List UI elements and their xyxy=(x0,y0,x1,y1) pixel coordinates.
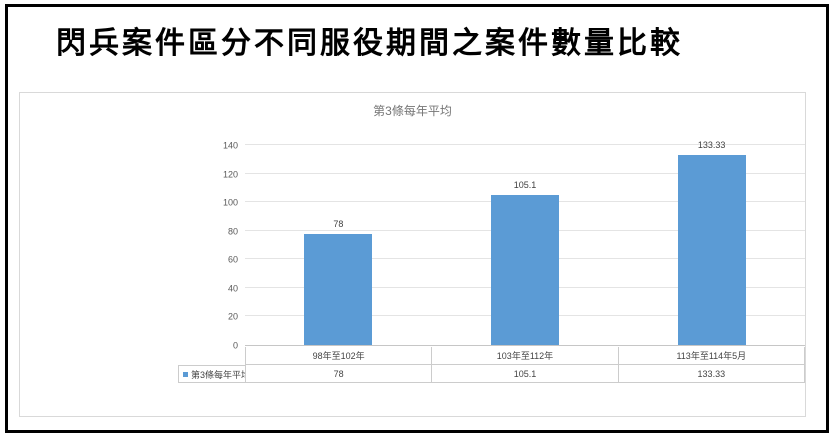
bar-103年至112年[interactable] xyxy=(491,194,559,345)
y-axis-tick-label: 100 xyxy=(222,197,238,208)
y-axis-tick-label: 0 xyxy=(232,340,238,351)
chart-panel[interactable]: 第3條每年平均 0 20 40 60 80 100 120 140 78 105.1 133.33… xyxy=(19,92,806,417)
plot-area: 78 105.1 133.33 xyxy=(245,140,805,346)
data-table-value-row: 78 105.1 133.33 xyxy=(245,365,805,383)
bar-data-label: 105.1 xyxy=(513,179,537,190)
chart-title: 第3條每年平均 xyxy=(373,104,452,118)
category-axis-row: 98年至102年 103年至112年 113年至114年5月 xyxy=(245,347,805,365)
category-label: 98年至102年 xyxy=(246,347,433,364)
y-axis-tick-label: 80 xyxy=(227,226,238,237)
series-legend-label: 第3條每年平均 xyxy=(191,369,245,380)
y-axis-tick-label: 40 xyxy=(227,283,238,294)
bar-data-label: 133.33 xyxy=(697,139,726,150)
data-table-value: 105.1 xyxy=(432,365,619,382)
y-axis-tick-label: 140 xyxy=(222,140,238,151)
image-border: 閃兵案件區分不同服役期間之案件數量比較 第3條每年平均 0 20 40 60 80 100… xyxy=(5,4,829,433)
gridline xyxy=(245,144,805,145)
gridline xyxy=(245,172,805,174)
series-legend-marker-icon xyxy=(183,371,188,377)
y-axis-tick-label: 20 xyxy=(227,311,238,322)
legend-cell: 第3條每年平均 xyxy=(178,365,245,383)
page-title: 閃兵案件區分不同服役期間之案件數量比較 xyxy=(56,27,683,60)
bar-113年至114年5月[interactable] xyxy=(677,154,746,345)
data-table-value: 78 xyxy=(246,365,433,382)
y-axis-tick-label: 120 xyxy=(222,169,238,180)
y-axis-tick-label: 60 xyxy=(227,254,238,265)
data-table-value: 133.33 xyxy=(619,365,805,382)
category-label: 103年至112年 xyxy=(432,347,619,364)
y-axis: 0 20 40 60 80 100 120 140 xyxy=(20,141,238,350)
bar-98年至102年[interactable] xyxy=(304,233,373,345)
bar-data-label: 78 xyxy=(333,218,344,229)
category-label: 113年至114年5月 xyxy=(619,347,805,364)
